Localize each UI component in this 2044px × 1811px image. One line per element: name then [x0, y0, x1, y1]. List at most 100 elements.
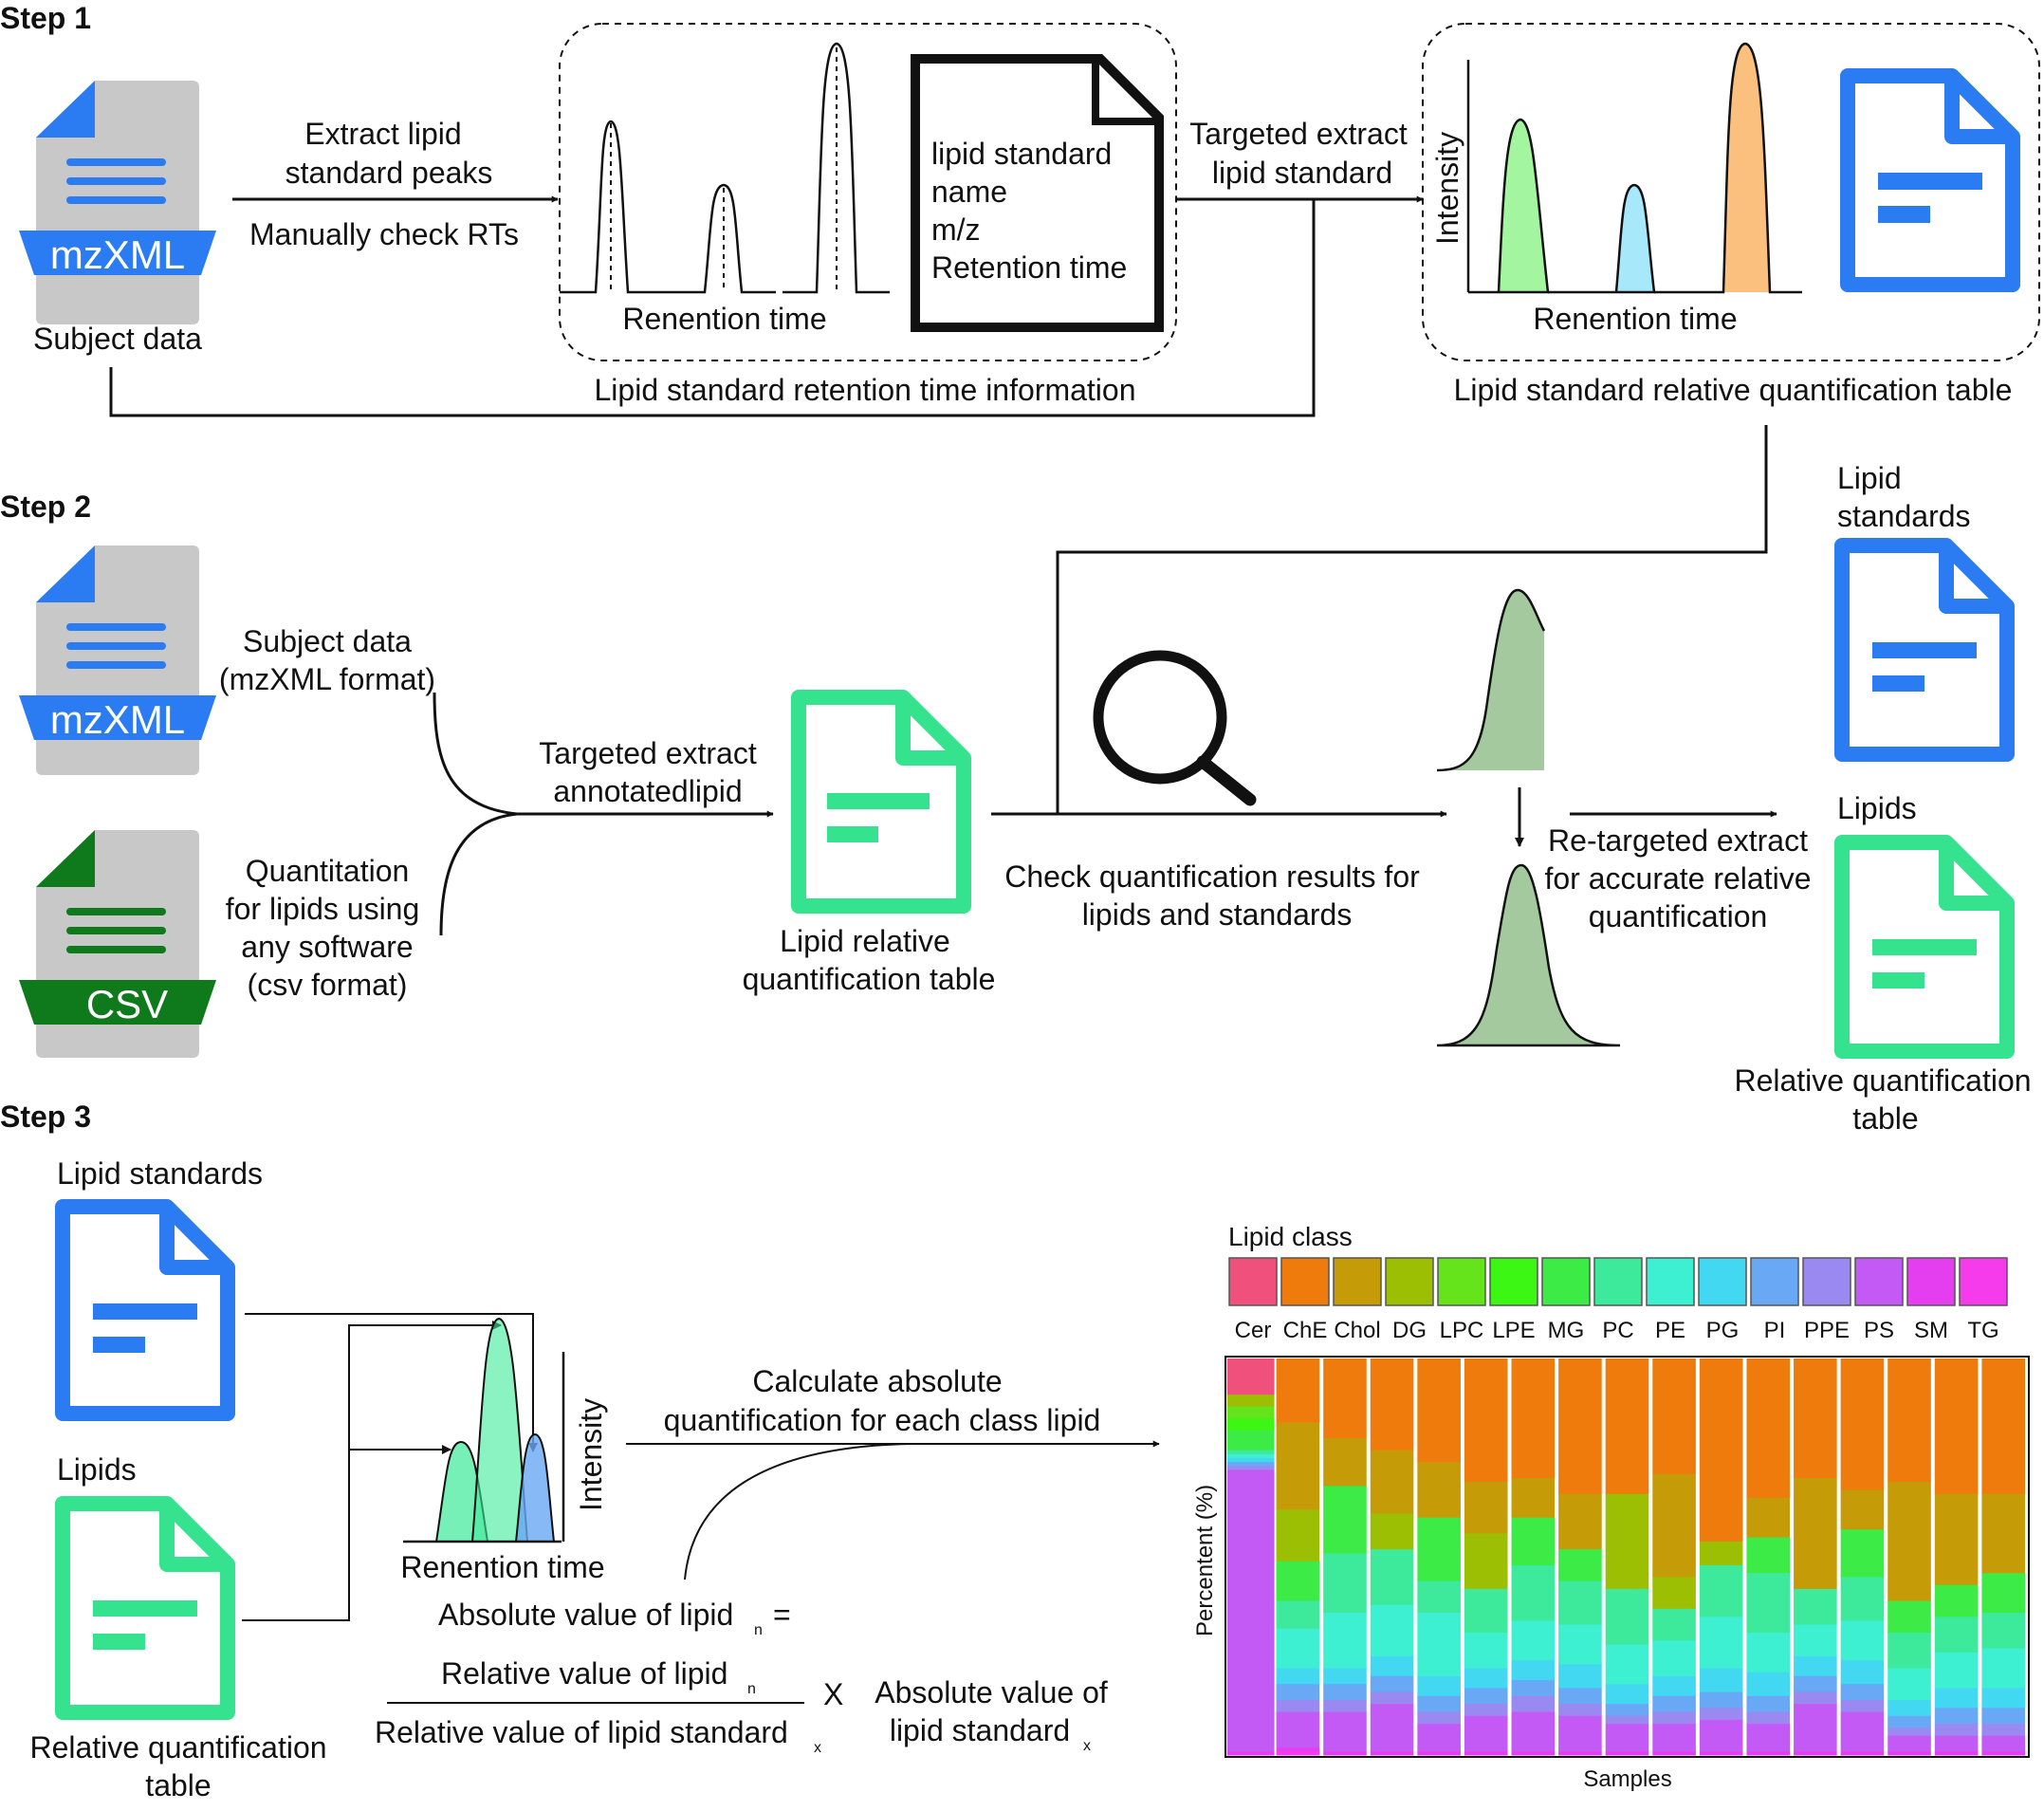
- extract-peaks-label-2: standard peaks: [285, 156, 493, 190]
- bar-segment-sample-5-pg: [1417, 1675, 1461, 1696]
- peak-3: [783, 42, 890, 294]
- bar-segment-sample-6-ps: [1464, 1715, 1508, 1752]
- extract-peaks-label-1: Extract lipid: [304, 117, 461, 151]
- bar-segment-sample-17-pg: [1981, 1687, 2025, 1709]
- peaks2-axis-label: Renention time: [1533, 302, 1737, 336]
- bar-segment-sample-13-pg: [1794, 1655, 1837, 1676]
- targeted-annotated-1: Targeted extract: [539, 736, 757, 770]
- bar-segment-sample-1-lpe: [1227, 1417, 1275, 1431]
- bar-segment-sample-16-pg: [1934, 1687, 1979, 1709]
- formula-abs-label: Absolute value of lipid: [438, 1598, 733, 1632]
- bar-segment-sample-6-ppe: [1464, 1703, 1508, 1716]
- bar-segment-sample-14-pg: [1840, 1659, 1885, 1685]
- legend-swatch-pc: [1593, 1257, 1643, 1306]
- bar-segment-sample-5-pe: [1417, 1612, 1461, 1676]
- check-line-2: lipids and standards: [1082, 897, 1353, 932]
- standard-peaks-box: [559, 23, 1177, 361]
- s3-lipid-standards-label: Lipid standards: [57, 1156, 263, 1191]
- bar-segment-sample-16-pe: [1934, 1652, 1979, 1689]
- targeted-extract-label-2: lipid standard: [1212, 156, 1392, 190]
- lipids-label-2: Lipids: [1837, 791, 1917, 825]
- csv-badge: CSV: [86, 982, 168, 1026]
- bar-segment-sample-2-pi: [1276, 1683, 1320, 1700]
- bar-segment-sample-5-sm: [1417, 1750, 1461, 1756]
- bar-segment-sample-4-che: [1370, 1358, 1414, 1451]
- bar-segment-sample-2-mg: [1276, 1561, 1320, 1601]
- formula-sub-x-1: x: [814, 1740, 821, 1756]
- bar-segment-sample-12-pg: [1746, 1672, 1791, 1696]
- bar-segment-sample-15-pe: [1887, 1668, 1931, 1700]
- bar-segment-sample-1-cer: [1227, 1358, 1275, 1395]
- bar-segment-sample-2-ps: [1276, 1711, 1320, 1748]
- bar-segment-sample-10-pe: [1652, 1639, 1696, 1676]
- bar-segment-sample-10-pg: [1652, 1675, 1696, 1696]
- bar-segment-sample-9-che: [1605, 1358, 1649, 1494]
- bar-segment-sample-15-mg: [1887, 1599, 1931, 1633]
- bar-segment-sample-11-dg: [1699, 1541, 1743, 1565]
- bar-segment-sample-14-ps: [1840, 1711, 1885, 1752]
- bar-segment-sample-14-pc: [1840, 1576, 1885, 1621]
- bar-segment-sample-13-pc: [1794, 1588, 1837, 1625]
- bar-segment-sample-17-sm: [1981, 1750, 2025, 1756]
- bar-segment-sample-8-mg: [1558, 1548, 1602, 1581]
- bar-segment-sample-6-pi: [1464, 1687, 1508, 1705]
- legend-swatch-mg: [1541, 1257, 1591, 1306]
- bar-segment-sample-12-pi: [1746, 1695, 1791, 1712]
- lipid-standards-line-2: standards: [1837, 499, 1971, 533]
- bar-segment-sample-13-sm: [1794, 1750, 1837, 1756]
- bar-segment-sample-2-pe: [1276, 1628, 1320, 1669]
- bar-segment-sample-3-pe: [1323, 1612, 1367, 1669]
- step-1-label: Step 1: [0, 1, 91, 35]
- bar-segment-sample-8-pi: [1558, 1687, 1602, 1705]
- legend-label-pi: PI: [1764, 1318, 1786, 1343]
- subject-data-label: Subject data: [33, 322, 202, 356]
- card-line-1: lipid standard: [931, 137, 1112, 171]
- legend: Cer ChE Chol DG LPC LPE MG PC PE PG PI PPE PS SM TG: [1228, 1257, 2008, 1343]
- bar-segment-sample-9-pi: [1605, 1703, 1649, 1716]
- legend-label-lpc: LPC: [1440, 1318, 1484, 1343]
- bar-segment-sample-11-pc: [1699, 1564, 1743, 1617]
- legend-swatch-chol: [1333, 1257, 1382, 1306]
- legend-title: Lipid class: [1228, 1222, 1353, 1251]
- legend-swatch-pg: [1698, 1257, 1747, 1306]
- bar-segment-sample-13-pi: [1794, 1675, 1837, 1692]
- bar-segment-sample-15-ps: [1887, 1735, 1931, 1752]
- retarget-line-3: quantification: [1589, 899, 1768, 933]
- bar-segment-sample-9-pc: [1605, 1588, 1649, 1645]
- lipid-relative-line-1: Lipid relative: [780, 924, 950, 958]
- bar-segment-sample-2-dg: [1276, 1508, 1320, 1562]
- bar-segment-sample-3-ps: [1323, 1711, 1367, 1752]
- legend-label-ppe: PPE: [1804, 1318, 1850, 1343]
- bar-segment-sample-1-pg: [1227, 1457, 1275, 1463]
- bar-segment-sample-6-che: [1464, 1358, 1508, 1483]
- bar-segment-sample-9-ppe: [1605, 1715, 1649, 1725]
- peaks-axis-label: Renention time: [622, 302, 826, 336]
- bar-segment-sample-4-chol: [1370, 1450, 1414, 1514]
- bar-segment-sample-1-pi: [1227, 1461, 1275, 1467]
- bar-segment-sample-7-pc: [1511, 1564, 1556, 1621]
- plot-frame: [1225, 1356, 2030, 1758]
- s3-intensity-label: Intensity: [574, 1398, 608, 1511]
- bar-segment-sample-1-sm: [1227, 1750, 1275, 1756]
- bar-segment-sample-13-ps: [1794, 1703, 1837, 1752]
- bar-segment-sample-1-mg: [1227, 1430, 1275, 1451]
- bar-segment-sample-13-pe: [1794, 1624, 1837, 1656]
- bar-segment-sample-8-ps: [1558, 1715, 1602, 1752]
- bar-segment-sample-7-che: [1511, 1358, 1556, 1478]
- bar-segment-sample-15-pg: [1887, 1699, 1931, 1716]
- bar-segment-sample-13-chol: [1794, 1477, 1837, 1589]
- bar-segment-sample-14-chol: [1840, 1488, 1885, 1530]
- bar-segment-sample-8-pc: [1558, 1580, 1602, 1625]
- table-label: Lipid standard relative quantification t…: [1454, 373, 2013, 407]
- x-axis-label: Samples: [1583, 1766, 1671, 1792]
- bar-segment-sample-6-pg: [1464, 1668, 1508, 1689]
- step-2-label: Step 2: [0, 490, 91, 524]
- csv-file-icon: CSV: [19, 830, 216, 1058]
- bar-segment-sample-11-pi: [1699, 1691, 1743, 1709]
- bar-segment-sample-3-pi: [1323, 1683, 1367, 1700]
- bar-segment-sample-4-pe: [1370, 1604, 1414, 1656]
- bar-segment-sample-16-che: [1934, 1358, 1979, 1494]
- bar-segment-sample-9-dg: [1605, 1493, 1649, 1589]
- bar-segment-sample-2-chol: [1276, 1421, 1320, 1510]
- bar-segment-sample-12-sm: [1746, 1750, 1791, 1756]
